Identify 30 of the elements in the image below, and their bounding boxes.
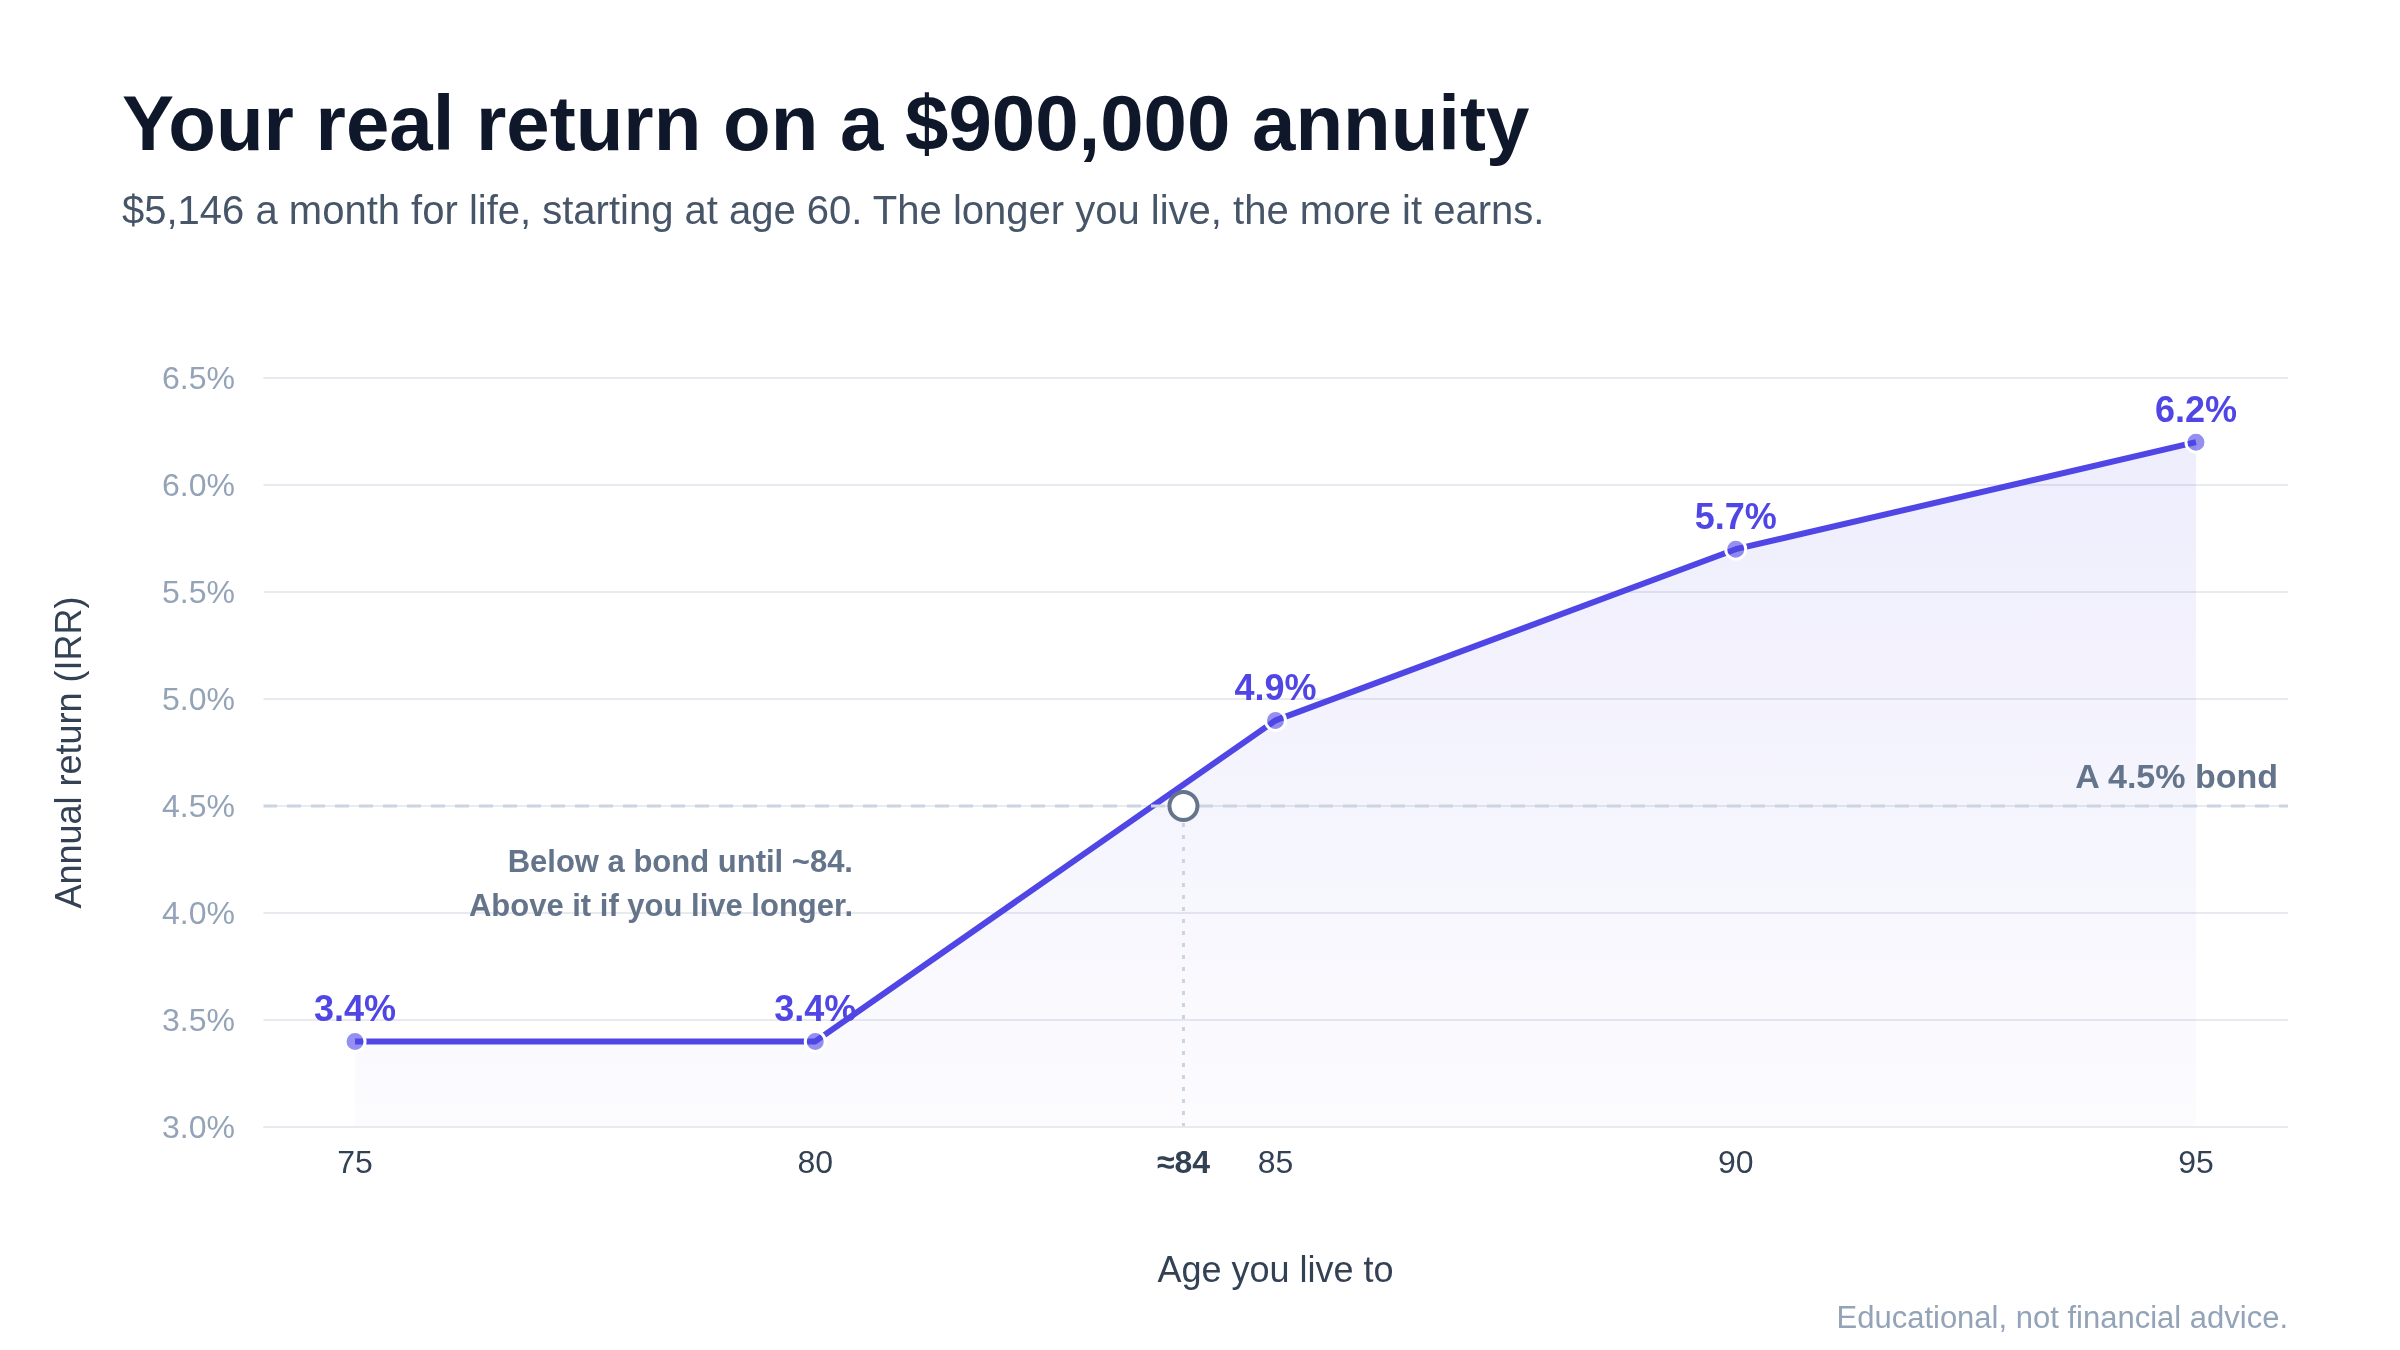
text: Educational, not financial advice. — [1836, 1300, 2288, 1336]
x-tick-label: 85 — [1257, 1144, 1294, 1180]
x-tick-label: ≈84 — [1156, 1144, 1211, 1180]
y-tick-label: 3.5% — [162, 1002, 235, 1038]
x-axis-title: Age you live to — [1157, 1249, 1394, 1290]
chart-subtitle: $5,146 a month for life, starting at age 60. The longer you live, the more it earns. — [122, 188, 1545, 233]
point — [1724, 537, 1748, 561]
y-tick-label: 5.5% — [162, 574, 235, 610]
x-tick-label: 90 — [1717, 1144, 1754, 1180]
data-label: 6.2% — [2154, 389, 2237, 431]
point — [1167, 790, 1200, 822]
data-label: 3.4% — [314, 988, 397, 1030]
ref-line-label: A 4.5% bond — [2075, 757, 2278, 795]
y-tick-label: 4.0% — [162, 895, 235, 931]
y-axis-title: Annual return (IRR) — [47, 596, 89, 909]
point — [2184, 430, 2208, 454]
annotation: Below a bond until ~84. Above it if you live longer. — [468, 843, 853, 925]
x-tick-label: 80 — [797, 1144, 834, 1180]
y-tick-label: 4.5% — [162, 788, 235, 824]
data-label: 5.7% — [1694, 496, 1777, 538]
y-tick-label: 3.0% — [162, 1109, 235, 1145]
x-tick-label: 95 — [2178, 1144, 2214, 1180]
data-label: 4.9% — [1234, 667, 1317, 709]
x-tick-label: 75 — [337, 1144, 373, 1180]
y-tick-label: 5.0% — [162, 681, 235, 717]
data-label: 3.4% — [774, 988, 857, 1030]
y-tick-label: 6.5% — [162, 360, 235, 396]
y-tick-label: 6.0% — [162, 467, 235, 503]
chart-title: Your real return on a $900,000 annuity — [122, 78, 1530, 169]
point — [803, 1029, 827, 1053]
